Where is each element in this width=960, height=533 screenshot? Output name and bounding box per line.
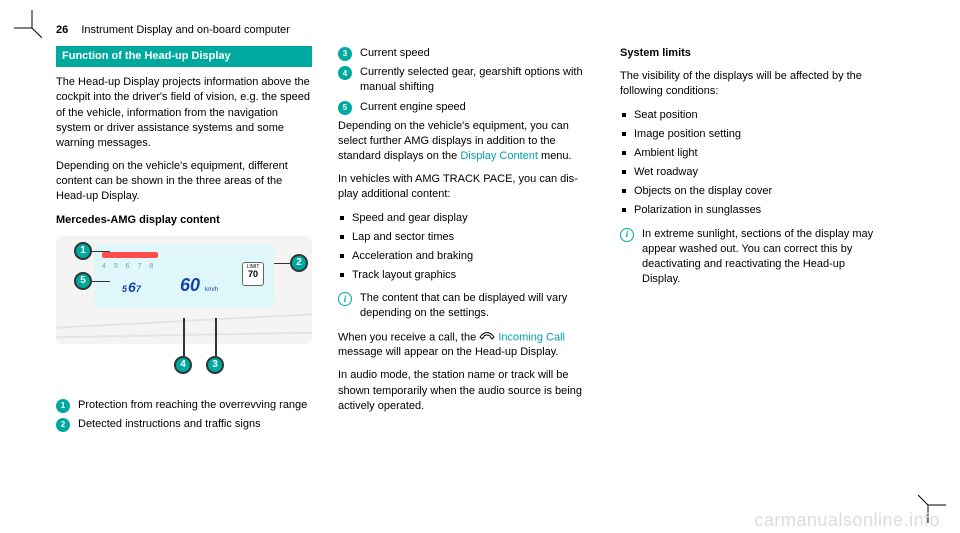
watermark: carmanualsonline.info [754, 510, 940, 531]
legend-item: 5 Current engine speed [338, 100, 594, 115]
info-text: The content that can be displayed will v… [360, 291, 594, 321]
legend-text: Protection from reaching the overrevving… [78, 398, 307, 413]
legend-text: Current speed [360, 46, 430, 61]
hud-figure: 4 5 6 7 8 567 60 km/h LIMIT 70 [56, 236, 312, 344]
rev-bar [102, 252, 158, 258]
list-item: Wet roadway [620, 165, 876, 180]
content-columns: Function of the Head-up Display The Head… [56, 46, 904, 436]
callout-line [183, 318, 185, 356]
list-item: Lap and sector times [338, 230, 594, 245]
list-item: Ambient light [620, 146, 876, 161]
legend-number: 4 [338, 66, 352, 80]
body-text: In audio mode, the station name or track… [338, 368, 594, 414]
list-item: Image position setting [620, 127, 876, 142]
info-note: i In extreme sunlight, sections of the d… [620, 227, 876, 288]
legend-text: Current engine speed [360, 100, 466, 115]
page-header: 26 Instrument Display and on-board compu… [56, 24, 904, 36]
body-text: Depending on the vehicle's equipment, di… [56, 159, 312, 205]
column-1: Function of the Head-up Display The Head… [56, 46, 312, 436]
list-item: Track layout graphics [338, 268, 594, 283]
subheading: System limits [620, 46, 876, 61]
speed-limit-sign: LIMIT 70 [242, 262, 264, 286]
callout-marker-2: 2 [290, 254, 308, 272]
callout-marker-3: 3 [206, 356, 224, 374]
callout-marker-1: 1 [74, 242, 92, 260]
callout-marker-4: 4 [174, 356, 192, 374]
rev-ticks: 4 5 6 7 8 [102, 262, 156, 272]
incoming-call-label: Incoming Call [498, 331, 565, 343]
section-title: Instrument Display and on-board computer [81, 24, 290, 36]
phone-icon [479, 330, 495, 345]
bullet-list: Seat position Image position setting Amb… [620, 108, 876, 219]
info-icon: i [620, 228, 634, 242]
legend-item: 4 Currently selected gear, gearshift opti… [338, 65, 594, 95]
legend-text: Detected instructions and traffic signs [78, 417, 261, 432]
legend-item: 3 Current speed [338, 46, 594, 61]
gear-indicator: 567 [122, 278, 142, 297]
body-text: Depending on the vehicle's equipment, yo… [338, 119, 594, 165]
page-number: 26 [56, 24, 68, 36]
callout-line [215, 318, 217, 356]
callout-marker-5: 5 [74, 272, 92, 290]
legend-number: 1 [56, 399, 70, 413]
subheading: Mercedes-AMG display content [56, 213, 312, 228]
list-item: Seat position [620, 108, 876, 123]
list-item: Speed and gear display [338, 211, 594, 226]
body-text: The Head-up Display projects information… [56, 75, 312, 151]
page: 26 Instrument Display and on-board compu… [0, 0, 960, 533]
body-text: In vehicles with AMG TRACK PACE, you can… [338, 172, 594, 202]
crop-mark-top-left [14, 10, 42, 38]
section-banner: Function of the Head-up Display [56, 46, 312, 67]
info-icon: i [338, 292, 352, 306]
info-note: i The content that can be displayed will… [338, 291, 594, 321]
menu-reference: Display Content [460, 150, 538, 162]
figure-legend: 1 Protection from reaching the overrevvin… [56, 398, 312, 432]
legend-item: 2 Detected instructions and traffic signs [56, 417, 312, 432]
callout-line [274, 263, 290, 265]
callout-line [92, 251, 110, 253]
body-text: When you receive a call, the Incoming Ca… [338, 330, 594, 361]
list-item: Objects on the display cover [620, 184, 876, 199]
info-text: In extreme sunlight, sections of the dis… [642, 227, 876, 288]
column-2: 3 Current speed 4 Currently selected gear,… [338, 46, 594, 436]
column-3: System limits The visibility of the disp… [620, 46, 876, 436]
legend-number: 3 [338, 47, 352, 61]
legend-number: 2 [56, 418, 70, 432]
figure-legend-cont: 3 Current speed 4 Currently selected gear,… [338, 46, 594, 115]
body-text: The visibility of the displays will be a… [620, 69, 876, 99]
legend-number: 5 [338, 101, 352, 115]
legend-item: 1 Protection from reaching the overrevvin… [56, 398, 312, 413]
list-item: Acceleration and braking [338, 249, 594, 264]
legend-text: Currently selected gear, gearshift optio… [360, 65, 594, 95]
callout-line [92, 281, 110, 283]
speed-value: 60 km/h [180, 273, 218, 298]
hud-screen: 4 5 6 7 8 567 60 km/h LIMIT 70 [94, 244, 274, 308]
list-item: Polarization in sunglasses [620, 203, 876, 218]
bullet-list: Speed and gear display Lap and sector ti… [338, 211, 594, 284]
